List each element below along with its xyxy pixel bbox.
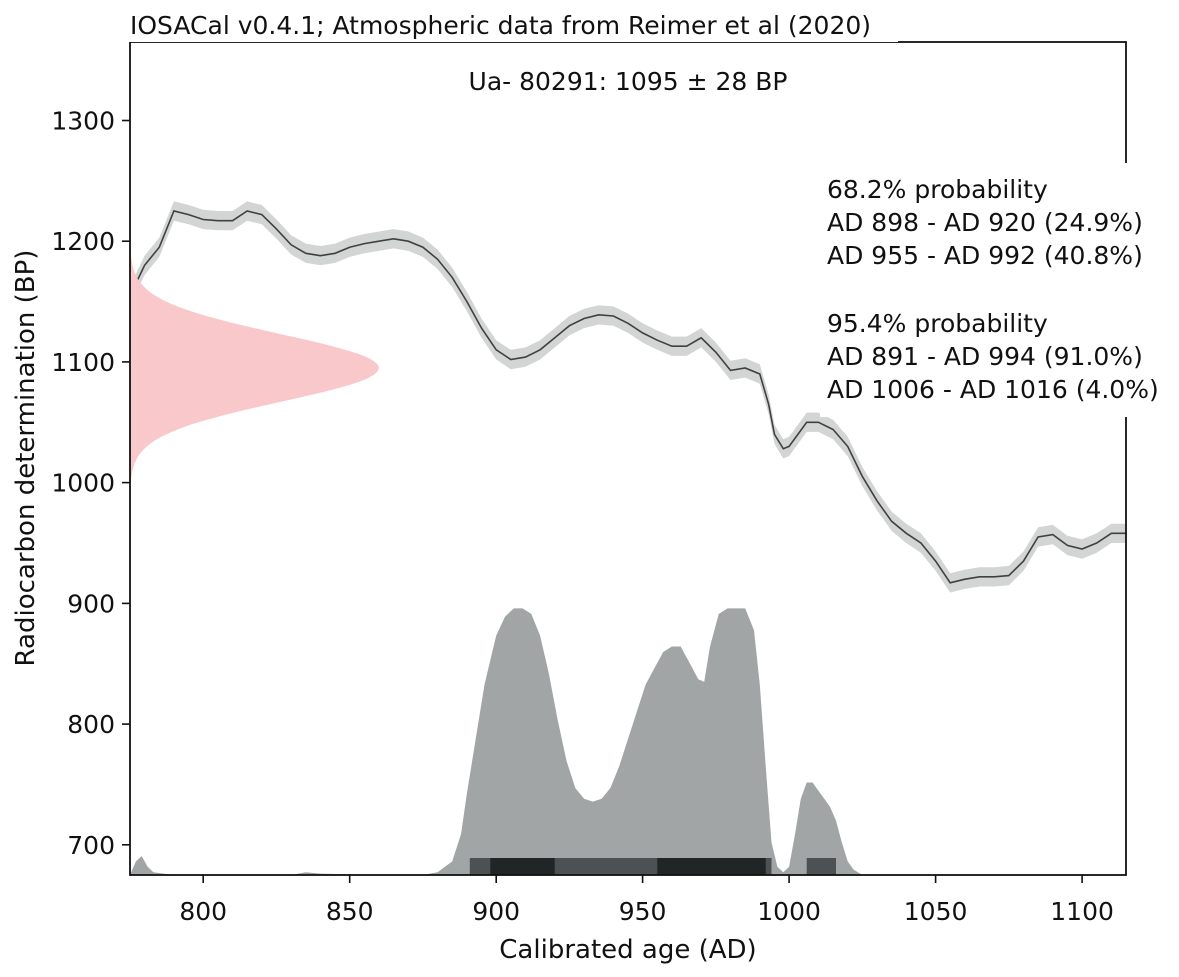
layer-distribution [130,608,1126,875]
layer-axes: 800 850 900 950 1000 1050 1100 700 800 900 1000 110… [51,41,1127,926]
x-tick-label-1100: 1100 [1050,897,1114,926]
hpd-95-heading: 95.4% probability [827,309,1048,338]
hpd-68-heading: 68.2% probability [827,175,1048,204]
x-tick-label-900: 900 [472,897,520,926]
x-tick-label-950: 950 [619,897,667,926]
calibrated-distribution-area [130,608,1126,875]
hpd-95-range-1: AD 891 - AD 994 (91.0%) [827,342,1143,371]
calibration-curve-line [129,210,1126,584]
chart-title: IOSACal v0.4.1; Atmospheric data from Re… [130,11,871,40]
annotation-backdrop [820,163,1132,417]
y-tick-label-1200: 1200 [51,227,115,256]
y-tick-label-1100: 1100 [51,348,115,377]
y-axis-label: Radiocarbon determination (BP) [11,250,41,667]
layer-measurement [130,232,379,504]
x-tick-label-1000: 1000 [757,897,821,926]
calibration-curve-band [130,201,1126,593]
y-tick-label-700: 700 [67,831,115,860]
hpd-68-bar-1 [490,858,555,875]
layer-hpd [469,858,836,875]
x-tick-label-1050: 1050 [904,897,968,926]
measurement-distribution [130,232,379,504]
hpd-95-range-2: AD 1006 - AD 1016 (4.0%) [827,375,1159,404]
y-tick-label-900: 900 [67,589,115,618]
hpd-68-bar-2 [657,858,766,875]
y-tick-label-800: 800 [67,710,115,739]
layer-curve [129,201,1126,593]
x-tick-label-800: 800 [179,897,227,926]
title-backdrop [126,4,898,42]
hpd-annotation: 68.2% probability AD 898 - AD 920 (24.9%… [827,175,1159,404]
x-axis-label: Calibrated age (AD) [499,935,756,965]
hpd-68-range-1: AD 898 - AD 920 (24.9%) [827,208,1143,237]
x-tick-label-850: 850 [326,897,374,926]
y-tick-label-1300: 1300 [51,107,115,136]
hpd-68-range-2: AD 955 - AD 992 (40.8%) [827,241,1143,270]
y-tick-label-1000: 1000 [51,469,115,498]
chart-subtitle: Ua- 80291: 1095 ± 28 BP [469,67,788,96]
hpd-95-bar-2 [806,858,836,875]
